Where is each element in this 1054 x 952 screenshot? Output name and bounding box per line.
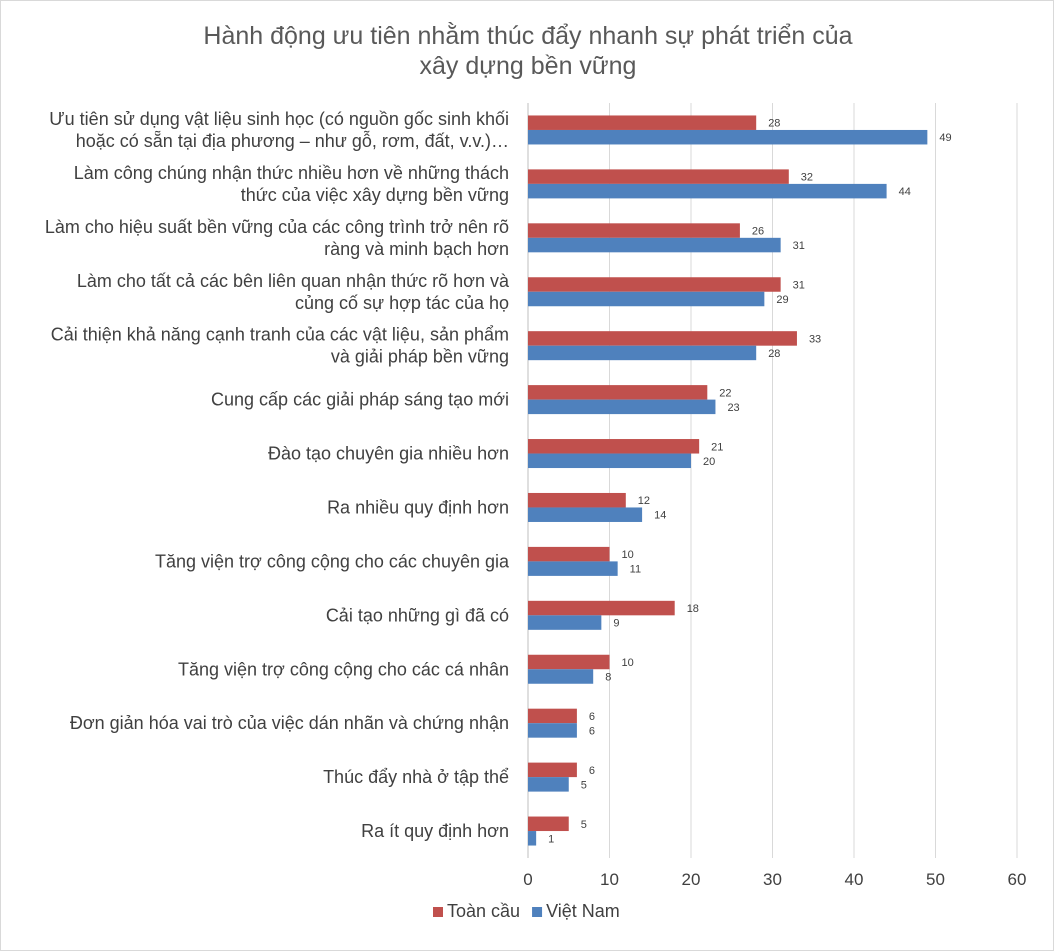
bar-toan-cau-9	[528, 600, 675, 616]
data-label-toan-cau-4: 33	[809, 333, 821, 345]
legend-swatch-viet-nam	[532, 907, 543, 917]
bar-toan-cau-8	[528, 546, 610, 562]
data-label-viet-nam-7: 14	[654, 510, 666, 522]
x-tick-label-50: 50	[926, 870, 945, 889]
category-label-9-line-1: Cải tạo những gì đã có	[326, 605, 509, 625]
category-label-12-line-1: Thúc đẩy nhà ở tập thể	[323, 767, 509, 787]
bar-toan-cau-7	[528, 492, 626, 508]
category-label-1-line-1: Làm công chúng nhận thức nhiều hơn về nh…	[74, 163, 509, 183]
bar-viet-nam-11	[528, 723, 577, 738]
data-label-toan-cau-6: 21	[711, 441, 723, 453]
bar-viet-nam-3	[528, 291, 765, 307]
data-label-viet-nam-2: 31	[793, 240, 805, 252]
data-label-toan-cau-8: 10	[622, 549, 634, 561]
bar-toan-cau-12	[528, 762, 577, 778]
data-label-viet-nam-6: 20	[703, 456, 715, 468]
chart-title-line-2: xây dựng bền vững	[420, 52, 637, 80]
data-label-toan-cau-0: 28	[768, 118, 780, 130]
data-label-viet-nam-13: 1	[548, 833, 554, 845]
data-label-viet-nam-5: 23	[727, 402, 739, 414]
data-label-toan-cau-2: 26	[752, 226, 764, 238]
bar-toan-cau-2	[528, 223, 740, 238]
data-label-viet-nam-4: 28	[768, 348, 780, 360]
data-label-viet-nam-8: 11	[630, 564, 641, 576]
bar-viet-nam-9	[528, 615, 602, 630]
data-label-viet-nam-9: 9	[613, 618, 619, 630]
data-label-viet-nam-3: 29	[776, 294, 788, 306]
chart-title-line-1: Hành động ưu tiên nhằm thúc đẩy nhanh sự…	[203, 21, 852, 50]
bar-toan-cau-10	[528, 654, 610, 670]
bar-viet-nam-10	[528, 669, 594, 684]
bar-viet-nam-4	[528, 345, 757, 361]
category-label-4-line-2: và giải pháp bền vững	[331, 347, 509, 367]
category-label-3-line-2: củng cố sự hợp tác của họ	[295, 293, 509, 313]
category-label-11-line-1: Đơn giản hóa vai trò của việc dán nhãn v…	[70, 713, 509, 733]
legend-swatch-toan-cau	[433, 907, 443, 917]
x-tick-label-30: 30	[763, 870, 782, 889]
legend-label-toan-cau: Toàn cầu	[447, 901, 520, 921]
bar-viet-nam-13	[528, 831, 537, 846]
category-label-3-line-1: Làm cho tất cả các bên liên quan nhận th…	[77, 271, 510, 291]
category-label-13-line-1: Ra ít quy định hơn	[361, 821, 509, 841]
bar-toan-cau-5	[528, 385, 708, 400]
bar-toan-cau-6	[528, 439, 700, 454]
bar-viet-nam-7	[528, 507, 643, 522]
data-label-toan-cau-11: 6	[589, 711, 595, 723]
data-label-toan-cau-5: 22	[719, 387, 731, 399]
bar-viet-nam-8	[528, 561, 618, 576]
category-label-5-line-1: Cung cấp các giải pháp sáng tạo mới	[211, 390, 509, 410]
bar-toan-cau-0	[528, 115, 757, 130]
category-label-8-line-1: Tăng viện trợ công cộng cho các chuyên g…	[155, 551, 510, 571]
category-label-1-line-2: thức của việc xây dựng bền vững	[241, 185, 509, 205]
data-label-viet-nam-1: 44	[899, 186, 911, 198]
data-label-toan-cau-13: 5	[581, 819, 587, 831]
data-label-viet-nam-10: 8	[605, 672, 611, 684]
data-label-toan-cau-12: 6	[589, 765, 595, 777]
category-label-7-line-1: Ra nhiều quy định hơn	[327, 497, 509, 517]
bar-viet-nam-2	[528, 237, 781, 253]
legend-label-viet-nam: Việt Nam	[546, 901, 620, 921]
data-label-viet-nam-0: 49	[939, 132, 951, 144]
category-label-0-line-2: hoặc có sẵn tại địa phương – như gỗ, rơm…	[76, 130, 509, 151]
category-label-2-line-2: ràng và minh bạch hơn	[324, 239, 509, 259]
category-label-2-line-1: Làm cho hiệu suất bền vững của các công …	[45, 217, 509, 237]
bar-toan-cau-4	[528, 331, 797, 346]
category-label-0-line-1: Ưu tiên sử dụng vật liệu sinh học (có ng…	[49, 109, 509, 129]
bar-viet-nam-0	[528, 129, 928, 145]
bar-viet-nam-12	[528, 777, 569, 792]
data-label-toan-cau-9: 18	[687, 603, 699, 615]
bar-toan-cau-13	[528, 816, 569, 832]
data-label-viet-nam-11: 6	[589, 725, 595, 737]
category-label-10-line-1: Tăng viện trợ công cộng cho các cá nhân	[178, 659, 509, 679]
x-tick-label-10: 10	[600, 870, 619, 889]
category-label-4-line-1: Cải thiện khả năng cạnh tranh của các vậ…	[51, 325, 509, 345]
bar-viet-nam-1	[528, 183, 887, 199]
x-tick-label-0: 0	[523, 870, 532, 889]
bar-viet-nam-5	[528, 399, 716, 415]
bar-toan-cau-1	[528, 169, 789, 184]
data-label-toan-cau-1: 32	[801, 172, 813, 184]
bar-viet-nam-6	[528, 453, 691, 469]
data-label-toan-cau-10: 10	[622, 657, 634, 669]
x-tick-label-40: 40	[845, 870, 864, 889]
bar-toan-cau-11	[528, 708, 577, 724]
x-tick-label-60: 60	[1008, 870, 1027, 889]
category-label-6-line-1: Đào tạo chuyên gia nhiều hơn	[268, 444, 509, 464]
bar-toan-cau-3	[528, 277, 781, 292]
x-tick-label-20: 20	[682, 870, 701, 889]
data-label-toan-cau-7: 12	[638, 495, 650, 507]
data-label-viet-nam-12: 5	[581, 779, 587, 791]
data-label-toan-cau-3: 31	[793, 280, 805, 292]
